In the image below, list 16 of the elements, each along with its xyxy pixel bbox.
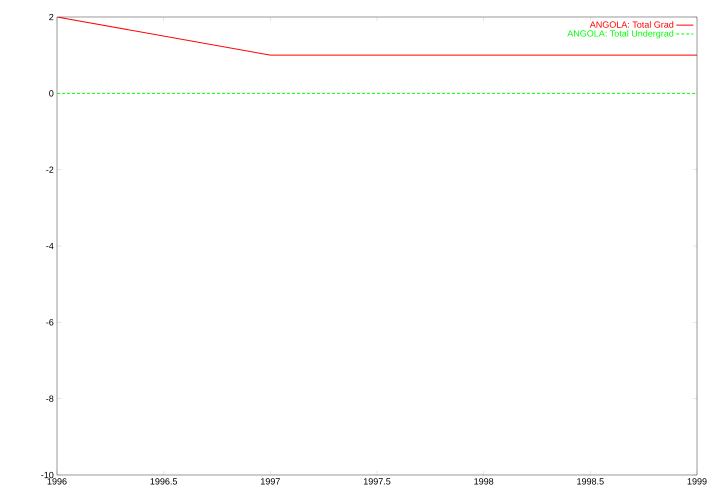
- y-tick-label: -8: [46, 395, 54, 402]
- y-tick-label: -6: [46, 319, 54, 326]
- y-tick-label: -2: [46, 166, 54, 173]
- x-tick-label: 1999: [688, 478, 707, 485]
- x-tick-label: 1998: [474, 478, 494, 485]
- y-tick-label: -4: [46, 242, 54, 250]
- x-tick-label: 1996: [48, 478, 67, 485]
- y-tick-label: 0: [49, 90, 54, 97]
- legend-label: ANGOLA: Total Undergrad: [567, 30, 674, 38]
- y-tick-label: -10: [41, 472, 54, 478]
- y-tick-label: 2: [49, 14, 54, 20]
- x-tick-label: 1996.5: [150, 478, 178, 485]
- x-tick-label: 1997: [261, 478, 280, 485]
- legend-label: ANGOLA: Total Grad: [590, 21, 674, 28]
- x-tick-label: 1997.5: [364, 478, 390, 485]
- x-tick-label: 1998.5: [577, 478, 604, 485]
